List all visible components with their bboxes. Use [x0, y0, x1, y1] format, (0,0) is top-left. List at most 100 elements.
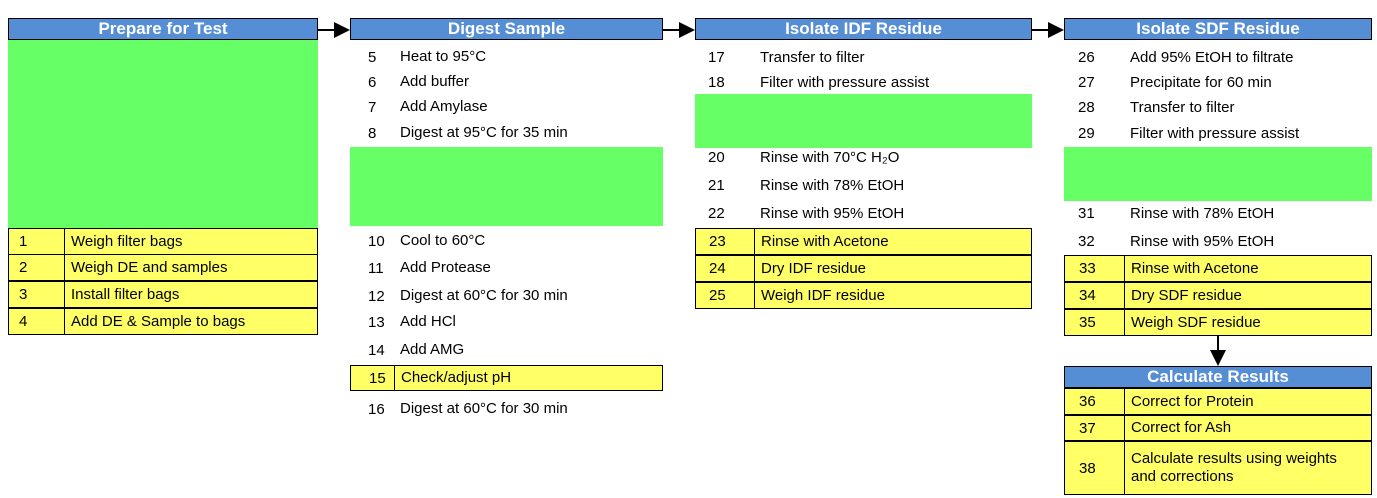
step-row: 6 Add buffer [350, 69, 663, 95]
column-header: Isolate IDF Residue [695, 18, 1032, 40]
step-row: 35 Weigh SDF residue [1064, 309, 1372, 336]
step-number: 22 [708, 205, 725, 222]
step-number: 1 [19, 233, 28, 250]
step-number: 33 [1079, 260, 1096, 277]
step-text: Dry SDF residue [1124, 283, 1363, 308]
step-number: 14 [368, 341, 385, 359]
step-text: Add Protease [400, 259, 491, 276]
step-text: Rinse with 78% EtOH [1130, 204, 1275, 222]
step-number: 23 [709, 233, 726, 250]
column-header: Calculate Results [1064, 366, 1372, 388]
step-number: 4 [19, 313, 28, 330]
step-text: Weigh DE and samples [64, 255, 309, 280]
step-row: 3 Install filter bags [8, 281, 318, 308]
step-row: 8 Digest at 95°C for 35 min [350, 120, 663, 146]
step-number: 10 [368, 232, 385, 250]
step-text: Add 95% EtOH to filtrate [1130, 48, 1294, 66]
column-header: Isolate SDF Residue [1064, 18, 1372, 40]
step-text: Rinse with 78% EtOH [760, 176, 905, 194]
step-row: 23 Rinse with Acetone [695, 228, 1032, 255]
step-number: 26 [1078, 49, 1095, 66]
step-number: 12 [368, 287, 385, 305]
step-row: 33 Rinse with Acetone [1064, 255, 1372, 282]
step-text: Digest at 60°C for 30 min [400, 400, 568, 417]
step-row: 16 Digest at 60°C for 30 min [350, 396, 663, 422]
step-row: 14 Add AMG [350, 337, 663, 363]
step-row: 1 Weigh filter bags [8, 228, 318, 255]
step-number: 27 [1078, 74, 1095, 91]
step-text: Add HCl [400, 313, 456, 330]
step-number: 36 [1079, 393, 1096, 410]
step-number: 20 [708, 149, 725, 166]
step-number: 38 [1079, 459, 1096, 477]
step-number: 32 [1078, 233, 1095, 250]
step-text: Digest at 95°C for 35 min [400, 124, 568, 141]
step-row: 17 Transfer to filter [695, 44, 1032, 71]
step-number: 16 [368, 400, 385, 418]
step-row: 36 Correct for Protein [1064, 388, 1372, 415]
step-row: 25 Weigh IDF residue [695, 282, 1032, 309]
step-number: 29 [1078, 125, 1095, 142]
step-text: Rinse with Acetone [1124, 256, 1363, 281]
step-number: 31 [1078, 205, 1095, 222]
step-row: 2 Weigh DE and samples [8, 254, 318, 281]
step-text: Rinse with Acetone [754, 229, 1023, 254]
step-row: 18 Filter with pressure assist [695, 69, 1032, 96]
step-number: 18 [708, 74, 725, 91]
step-row: 20 Rinse with 70°C H₂O [695, 144, 1032, 171]
step-text: Check/adjust pH [394, 366, 654, 390]
step-text: Weigh IDF residue [754, 283, 1023, 308]
green-block [695, 94, 1032, 148]
step-row: 28 Transfer to filter [1064, 94, 1372, 121]
step-row: 38 Calculate results using weights and co… [1064, 441, 1372, 495]
step-text: Heat to 95°C [400, 48, 487, 65]
step-number: 24 [709, 260, 726, 277]
step-number: 8 [368, 124, 377, 142]
step-text: Precipitate for 60 min [1130, 73, 1272, 91]
step-text: Weigh filter bags [64, 229, 309, 254]
step-number: 5 [368, 48, 377, 66]
step-number: 11 [368, 259, 384, 277]
step-number: 34 [1079, 287, 1096, 304]
step-text: Transfer to filter [1130, 98, 1235, 116]
green-block [350, 147, 663, 226]
step-row: 32 Rinse with 95% EtOH [1064, 228, 1372, 255]
step-number: 7 [368, 98, 377, 116]
step-text: Calculate results using weights and corr… [1124, 442, 1363, 494]
step-text: Transfer to filter [760, 48, 865, 66]
step-text: Digest at 60°C for 30 min [400, 287, 568, 304]
step-text: Rinse with 70°C H₂O [760, 148, 900, 166]
step-number: 13 [368, 313, 385, 331]
step-text: Filter with pressure assist [760, 73, 930, 91]
step-number: 15 [369, 369, 386, 387]
step-text: Add AMG [400, 341, 465, 358]
step-row: 7 Add Amylase [350, 94, 663, 120]
step-row: 11 Add Protease [350, 255, 663, 281]
step-text: Correct for Ash [1124, 416, 1363, 440]
step-text: Install filter bags [64, 282, 309, 307]
step-text: Cool to 60°C [400, 232, 486, 249]
step-row: 10 Cool to 60°C [350, 228, 663, 254]
step-row: 21 Rinse with 78% EtOH [695, 172, 1032, 199]
step-row: 26 Add 95% EtOH to filtrate [1064, 44, 1372, 71]
step-text: Rinse with 95% EtOH [760, 204, 905, 222]
step-text: Weigh SDF residue [1124, 310, 1363, 335]
step-row: 24 Dry IDF residue [695, 255, 1032, 282]
step-number: 3 [19, 286, 28, 303]
step-number: 35 [1079, 314, 1096, 331]
step-number: 6 [368, 73, 377, 91]
column-header: Prepare for Test [8, 18, 318, 40]
step-text: Add buffer [400, 73, 469, 90]
step-number: 21 [708, 177, 725, 194]
step-number: 37 [1079, 419, 1096, 437]
step-text: Dry IDF residue [754, 256, 1023, 281]
step-text: Filter with pressure assist [1130, 124, 1300, 142]
green-block [8, 40, 318, 228]
step-row: 31 Rinse with 78% EtOH [1064, 200, 1372, 227]
step-row: 15 Check/adjust pH [350, 365, 663, 391]
step-text: Rinse with 95% EtOH [1130, 232, 1275, 250]
step-row: 5 Heat to 95°C [350, 44, 663, 70]
step-row: 37 Correct for Ash [1064, 415, 1372, 441]
step-number: 25 [709, 287, 726, 304]
step-row: 12 Digest at 60°C for 30 min [350, 283, 663, 309]
